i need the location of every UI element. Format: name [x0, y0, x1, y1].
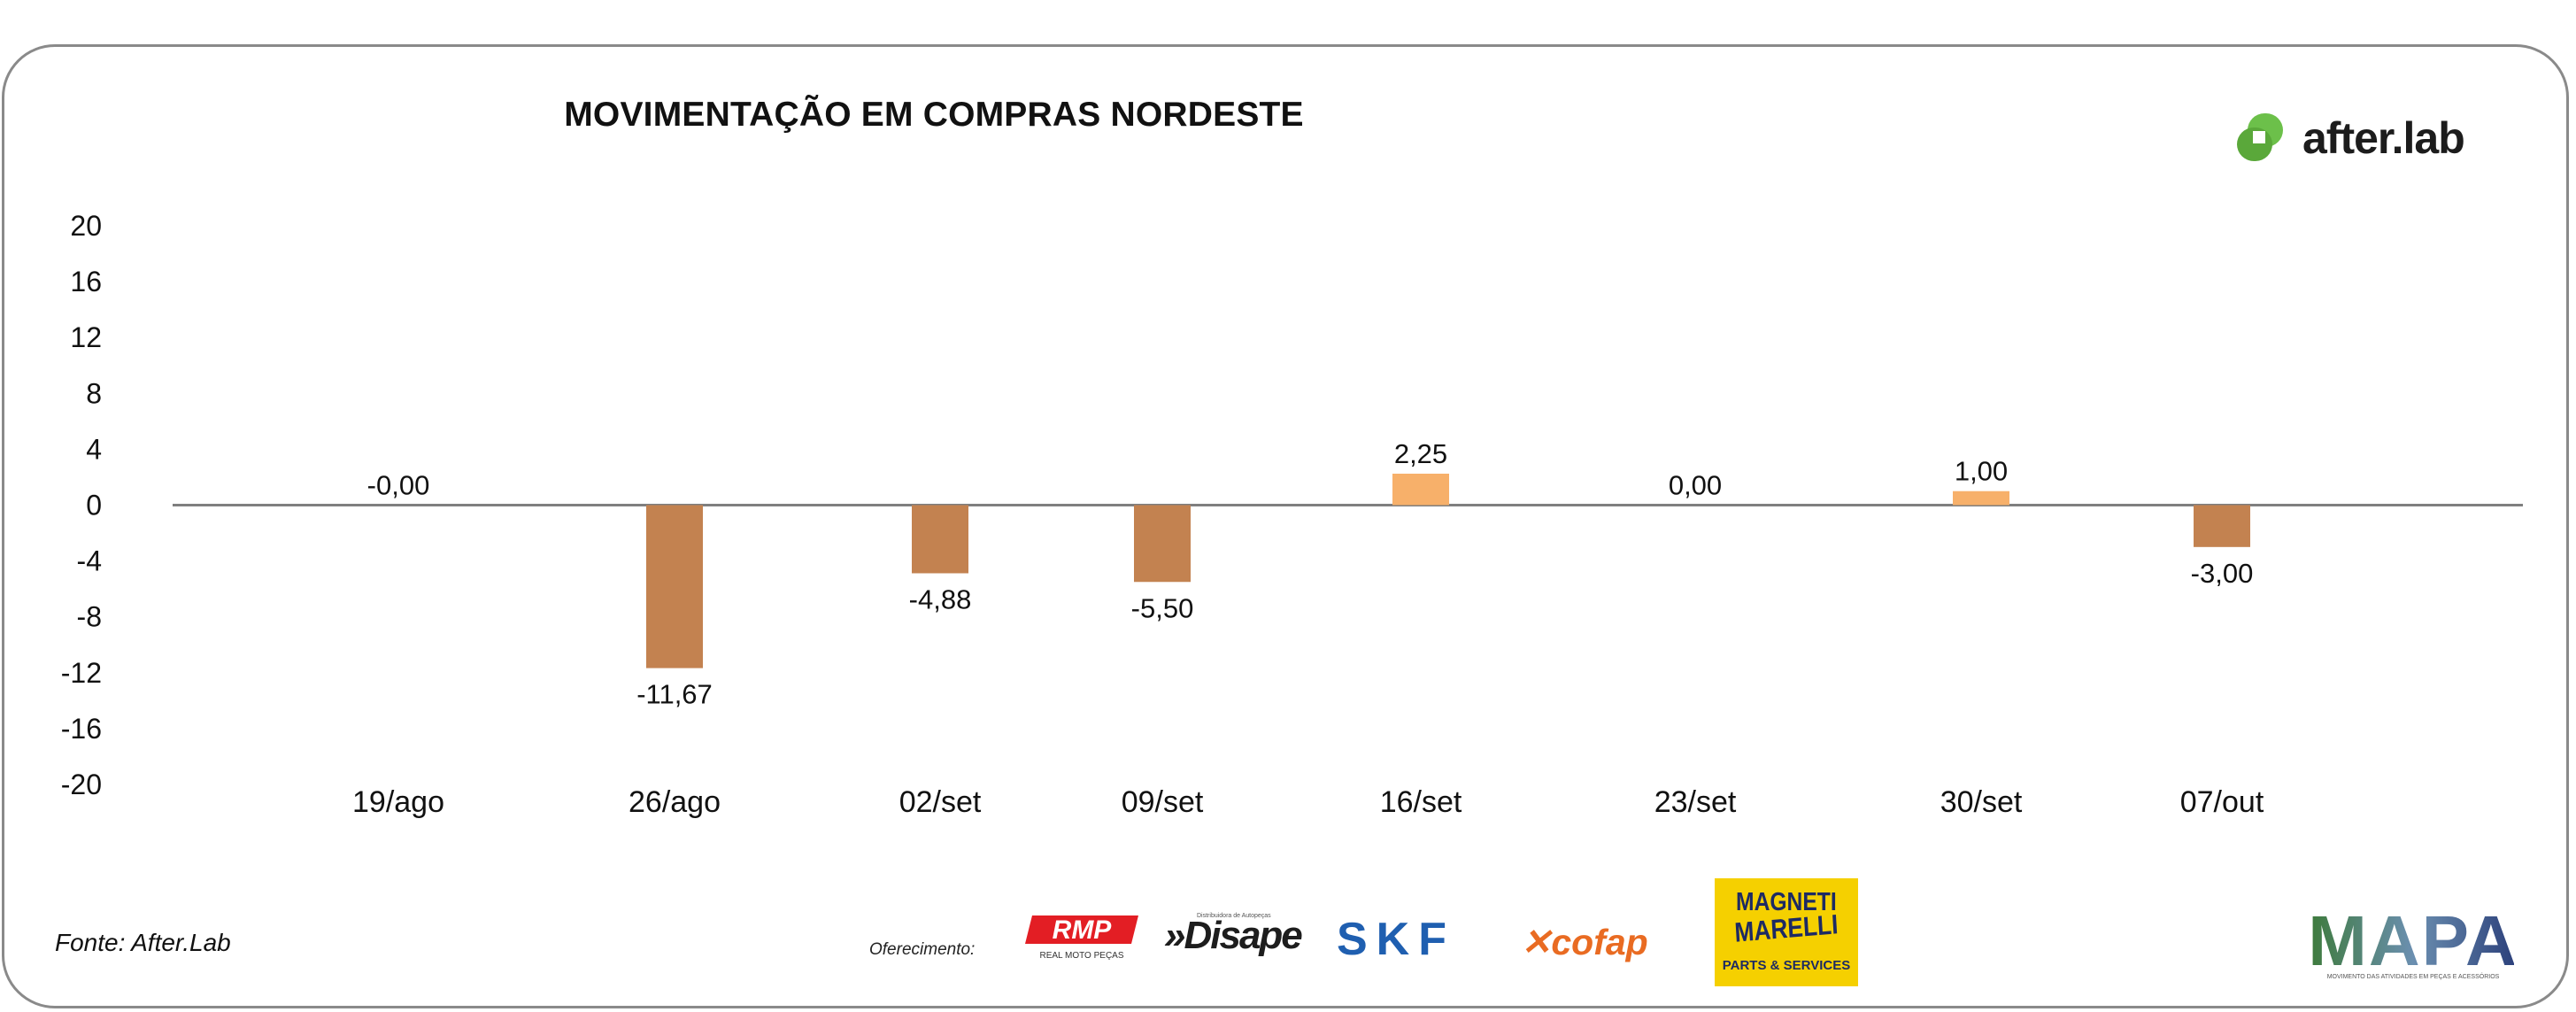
x-tick-label: 07/out — [2180, 785, 2264, 819]
afterlab-mark-icon — [2235, 113, 2297, 163]
data-label: -3,00 — [2191, 558, 2254, 589]
disape-tagline: Distribuidora de Autopeças — [1197, 913, 1271, 919]
data-label: -11,67 — [636, 679, 713, 710]
data-label: 1,00 — [1955, 456, 2008, 487]
cofap-mark-icon: ✕ — [1521, 922, 1552, 962]
disape-logo: »Disape — [1164, 914, 1303, 957]
mapa-logo-tagline: MOVIMENTO DAS ATIVIDADES EM PEÇAS E ACES… — [2327, 972, 2500, 980]
y-axis: 20 16 12 8 4 0 -4 -8 -12 -16 -20 — [61, 210, 102, 800]
data-label: 2,25 — [1394, 438, 1447, 469]
data-label: -5,50 — [1131, 592, 1194, 623]
magneti-line2: MARELLI — [1733, 908, 1839, 948]
x-tick-label: 02/set — [899, 785, 982, 819]
rmp-logo-name: RMP — [1053, 915, 1113, 945]
y-tick-label: 0 — [86, 490, 102, 521]
y-tick-label: 12 — [70, 321, 102, 353]
brand-logo: after.lab — [2235, 113, 2465, 163]
mapa-logo-name: MAPA — [2312, 907, 2514, 980]
cofap-logo-name: cofap — [1551, 922, 1648, 962]
data-labels-group: -0,00 -11,67 -4,88 -5,50 2,25 0,00 1,00 -3,00 — [367, 438, 2254, 710]
y-tick-label: -8 — [77, 601, 102, 633]
y-tick-label: 4 — [86, 433, 102, 465]
rmp-logo-tagline: REAL MOTO PEÇAS — [1039, 951, 1123, 961]
data-label: 0,00 — [1669, 470, 1722, 501]
mapa-logo: MAPA MOVIMENTO DAS ATIVIDADES EM PEÇAS E… — [2308, 901, 2517, 981]
chart-frame — [2, 44, 2569, 1008]
sponsor-label: Oferecimento: — [869, 940, 976, 959]
x-tick-label: 16/set — [1380, 785, 1462, 819]
y-tick-label: -4 — [77, 545, 102, 577]
bar-02-set — [912, 505, 968, 574]
x-tick-label: 26/ago — [629, 785, 721, 819]
bar-26-ago — [646, 505, 703, 668]
brand-name: after.lab — [2302, 113, 2465, 163]
data-label: -4,88 — [909, 583, 972, 614]
skf-logo-name: SKF — [1337, 917, 1455, 962]
x-tick-label: 30/set — [1940, 785, 2023, 819]
y-tick-label: 20 — [70, 210, 102, 242]
x-tick-label: 23/set — [1654, 785, 1737, 819]
x-tick-label: 19/ago — [352, 785, 444, 819]
data-label: -0,00 — [367, 470, 430, 501]
bar-07-out — [2194, 505, 2250, 547]
y-tick-label: 16 — [70, 266, 102, 297]
bar-09-set — [1134, 505, 1191, 583]
bar-16-set — [1392, 474, 1449, 506]
skf-logo: SKF — [1337, 914, 1501, 965]
cofap-logo: ✕cofap — [1521, 921, 1648, 963]
x-axis: 19/ago 26/ago 02/set 09/set 16/set 23/set 30/s… — [352, 785, 2264, 819]
x-tick-label: 09/set — [1122, 785, 1204, 819]
magneti-tagline: PARTS & SERVICES — [1722, 958, 1851, 973]
bars-group — [646, 474, 2250, 668]
source-note: Fonte: After.Lab — [55, 929, 231, 956]
y-tick-label: 8 — [86, 377, 102, 409]
y-tick-label: -16 — [61, 713, 102, 745]
magneti-marelli-logo: MAGNETI MARELLI PARTS & SERVICES — [1715, 878, 1858, 986]
chart-title: MOVIMENTAÇÃO EM COMPRAS NORDESTE — [564, 96, 1304, 134]
bar-30-set — [1953, 491, 2009, 506]
rmp-logo: RMP REAL MOTO PEÇAS — [1025, 912, 1144, 963]
y-tick-label: -20 — [61, 769, 102, 800]
y-tick-label: -12 — [61, 657, 102, 689]
magneti-line1: MAGNETI — [1736, 888, 1837, 916]
